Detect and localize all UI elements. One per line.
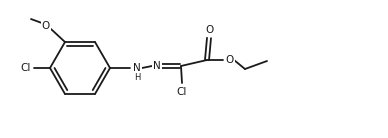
Text: N: N <box>153 61 161 71</box>
Text: O: O <box>42 21 50 31</box>
Text: O: O <box>226 55 234 65</box>
Text: Cl: Cl <box>177 87 187 97</box>
Text: O: O <box>205 25 213 35</box>
Text: Cl: Cl <box>21 63 31 73</box>
Text: H: H <box>134 72 140 82</box>
Text: N: N <box>133 63 141 73</box>
